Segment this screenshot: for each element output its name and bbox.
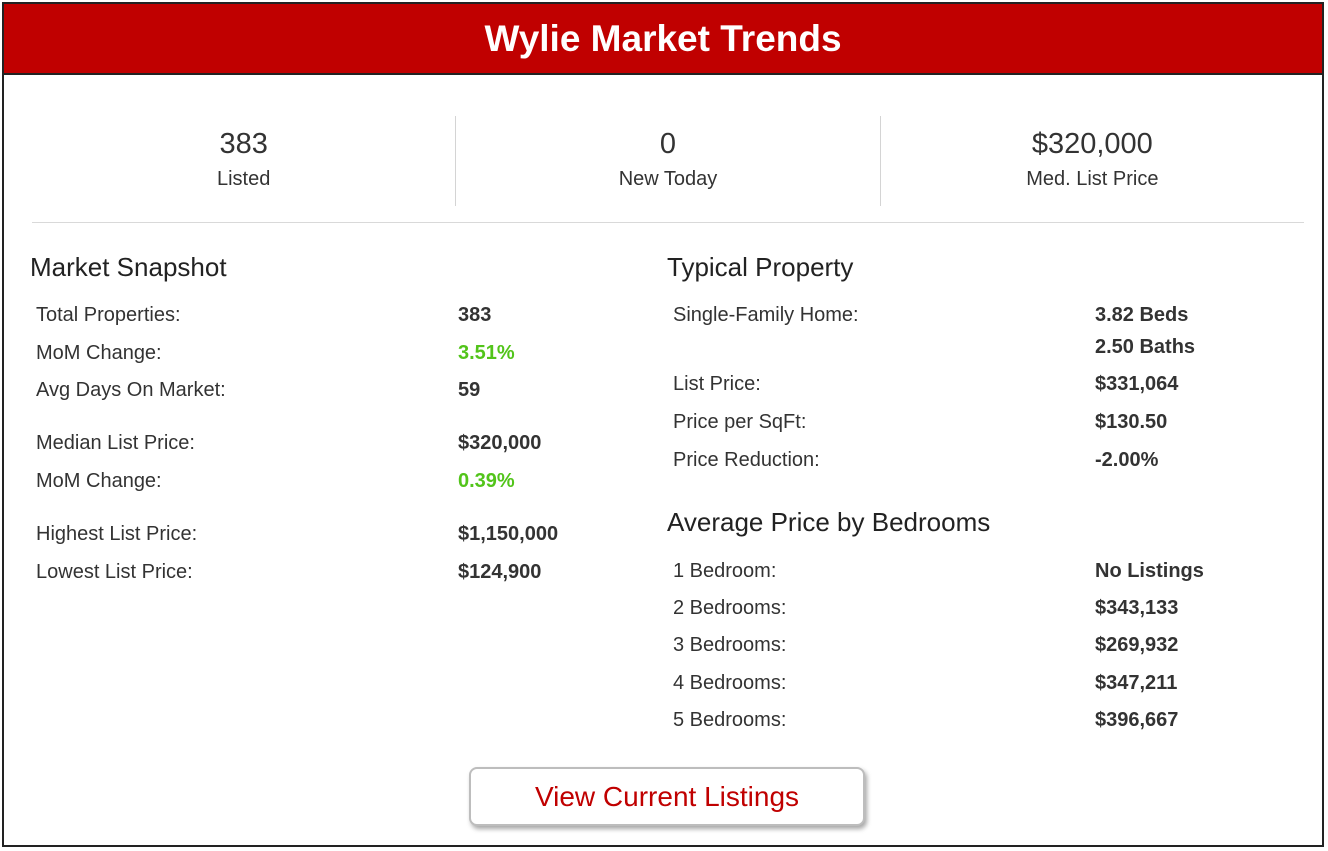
row-label: Lowest List Price: bbox=[36, 561, 193, 583]
stat-value: 383 bbox=[219, 128, 268, 160]
row-value: $331,064 bbox=[1095, 373, 1179, 395]
stat-label: Listed bbox=[216, 168, 271, 190]
row-label: List Price: bbox=[673, 373, 761, 395]
row-label: MoM Change: bbox=[36, 342, 162, 364]
row-value: $1,150,000 bbox=[458, 523, 559, 545]
row-value: $343,133 bbox=[1095, 597, 1179, 619]
row-value: 59 bbox=[458, 379, 481, 401]
header-bar: Wylie Market Trends bbox=[4, 4, 1322, 75]
row-label: 2 Bedrooms: bbox=[673, 597, 787, 619]
summary-stats: 383 Listed 0 New Today $320,000 Med. Lis… bbox=[32, 116, 1304, 206]
row-label: 3 Bedrooms: bbox=[673, 634, 787, 656]
stat-value: 0 bbox=[659, 128, 677, 160]
typical-property-title: Typical Property bbox=[667, 252, 854, 282]
row-value: $269,932 bbox=[1095, 634, 1179, 656]
row-label: 4 Bedrooms: bbox=[673, 672, 787, 694]
row-value: 383 bbox=[458, 304, 492, 326]
stat-listed: 383 Listed bbox=[32, 116, 457, 206]
row-label: Total Properties: bbox=[36, 304, 181, 326]
row-label: Price per SqFt: bbox=[673, 411, 807, 433]
row-label: Avg Days On Market: bbox=[36, 379, 226, 401]
row-label: MoM Change: bbox=[36, 470, 162, 492]
stat-median-list-price: $320,000 Med. List Price bbox=[881, 116, 1304, 206]
row-label: Median List Price: bbox=[36, 432, 195, 454]
beds-value: 3.82 Beds bbox=[1095, 304, 1189, 326]
row-value: $124,900 bbox=[458, 561, 542, 583]
row-value: $130.50 bbox=[1095, 411, 1168, 433]
row-value: No Listings bbox=[1095, 560, 1204, 582]
stat-new-today: 0 New Today bbox=[456, 116, 881, 206]
row-label: Single-Family Home: bbox=[673, 304, 859, 326]
row-label: Highest List Price: bbox=[36, 523, 198, 545]
market-snapshot-title: Market Snapshot bbox=[30, 252, 227, 282]
row-value: $347,211 bbox=[1095, 672, 1178, 694]
row-value: -2.00% bbox=[1095, 449, 1159, 471]
page-title: Wylie Market Trends bbox=[484, 17, 842, 59]
row-value: $320,000 bbox=[458, 432, 542, 454]
row-label: 1 Bedroom: bbox=[673, 560, 777, 582]
stat-label: New Today bbox=[618, 168, 718, 190]
stat-value: $320,000 bbox=[1031, 128, 1153, 160]
bedrooms-title: Average Price by Bedrooms bbox=[667, 507, 991, 537]
row-value-positive: 0.39% bbox=[458, 470, 515, 492]
row-label: 5 Bedrooms: bbox=[673, 709, 787, 731]
baths-value: 2.50 Baths bbox=[1095, 336, 1196, 358]
stat-label: Med. List Price bbox=[1026, 168, 1159, 190]
view-current-listings-button[interactable]: View Current Listings bbox=[469, 767, 865, 826]
row-value-positive: 3.51% bbox=[458, 342, 515, 364]
row-value: $396,667 bbox=[1095, 709, 1179, 731]
divider bbox=[32, 222, 1304, 223]
row-label: Price Reduction: bbox=[673, 449, 820, 471]
